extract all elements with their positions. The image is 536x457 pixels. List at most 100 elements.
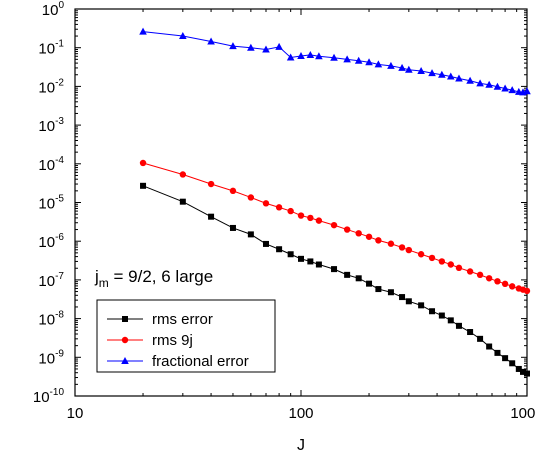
data-point <box>508 283 516 290</box>
data-point <box>523 87 531 95</box>
y-tick-base: 10 <box>33 389 50 406</box>
series-rms-error <box>140 182 530 377</box>
data-point <box>315 52 323 60</box>
y-tick-base: 10 <box>38 312 55 329</box>
data-point <box>493 82 502 90</box>
legend-marker <box>121 336 129 344</box>
series-fractional-error <box>139 27 531 96</box>
data-point <box>405 246 413 254</box>
data-point <box>417 251 425 258</box>
legend-label: rms error <box>152 311 213 328</box>
y-tick-exponent: -6 <box>55 232 64 243</box>
data-point <box>365 58 373 66</box>
x-tick-label: 1000 <box>510 405 536 422</box>
data-point <box>374 60 383 68</box>
y-tick-exponent: 0 <box>58 0 64 11</box>
data-point <box>297 212 305 219</box>
y-tick-base: 10 <box>38 79 55 96</box>
data-point <box>418 302 425 309</box>
y-tick-exponent: -8 <box>55 310 64 321</box>
data-point <box>307 258 314 265</box>
data-point <box>375 237 382 244</box>
data-point <box>366 280 373 287</box>
data-point <box>179 32 187 40</box>
data-point <box>343 226 351 233</box>
data-point <box>398 63 406 71</box>
data-point <box>502 355 509 362</box>
data-point <box>275 204 283 211</box>
y-tick-label: 10-6 <box>38 232 64 251</box>
legend-box <box>96 299 276 373</box>
data-point <box>207 37 215 45</box>
data-point <box>207 180 215 188</box>
data-point <box>262 200 270 207</box>
y-tick-base: 10 <box>42 2 59 19</box>
data-point <box>343 55 351 63</box>
series-layer <box>139 27 531 377</box>
axis-ticks: 10100100010010-110-210-310-410-510-610-7… <box>33 0 536 422</box>
data-point <box>262 240 269 247</box>
y-tick-label: 10-4 <box>38 155 64 174</box>
data-point <box>477 335 484 342</box>
y-tick-label: 10-5 <box>38 194 64 213</box>
data-point <box>476 271 484 279</box>
data-point <box>515 365 522 372</box>
data-point <box>428 254 436 262</box>
data-point <box>262 45 270 53</box>
data-point <box>387 289 394 296</box>
data-point <box>330 221 338 229</box>
data-point <box>467 329 474 336</box>
data-point <box>287 251 294 258</box>
legend-item: fractional error <box>107 353 249 370</box>
data-point <box>428 69 436 77</box>
y-tick-base: 10 <box>38 157 55 174</box>
y-tick-base: 10 <box>38 234 55 251</box>
data-point <box>365 233 373 240</box>
data-point <box>286 53 295 61</box>
data-point <box>208 213 215 220</box>
data-point <box>355 275 362 282</box>
data-point <box>139 27 147 35</box>
data-point <box>229 187 237 195</box>
x-axis-title: J <box>297 437 305 454</box>
data-point <box>486 343 493 350</box>
y-tick-label: 10-9 <box>38 348 64 367</box>
data-point <box>179 171 187 178</box>
annotation-post: = 9/2, 6 large <box>109 267 213 286</box>
y-tick-label: 10-7 <box>38 271 64 290</box>
x-tick-label: 100 <box>288 405 313 422</box>
data-point <box>331 266 338 273</box>
data-point <box>140 182 147 189</box>
data-point <box>455 322 462 329</box>
data-point <box>398 244 406 251</box>
y-tick-exponent: -2 <box>55 77 64 88</box>
legend-item: rms error <box>107 311 213 328</box>
legend-marker <box>122 316 128 322</box>
y-tick-label: 10-1 <box>38 39 64 58</box>
data-point <box>405 298 412 305</box>
data-point <box>405 65 413 73</box>
data-point <box>438 258 446 265</box>
data-point <box>297 52 305 60</box>
y-tick-base: 10 <box>38 118 55 135</box>
data-point <box>375 286 382 293</box>
data-point <box>229 224 236 231</box>
data-point <box>315 217 323 224</box>
data-point <box>306 50 315 58</box>
data-point <box>276 246 283 253</box>
data-point <box>501 84 509 92</box>
data-point <box>315 261 322 268</box>
data-point <box>519 368 526 375</box>
data-point <box>399 294 406 301</box>
y-tick-label: 10-2 <box>38 77 64 96</box>
data-point <box>344 271 351 278</box>
y-tick-base: 10 <box>38 196 55 213</box>
series-rms-9j <box>139 159 531 295</box>
y-tick-exponent: -7 <box>55 271 64 282</box>
data-point <box>501 280 509 288</box>
x-tick-label: 10 <box>67 405 84 422</box>
data-point <box>509 360 516 367</box>
data-point <box>494 349 501 356</box>
y-tick-label: 10-3 <box>38 116 64 135</box>
